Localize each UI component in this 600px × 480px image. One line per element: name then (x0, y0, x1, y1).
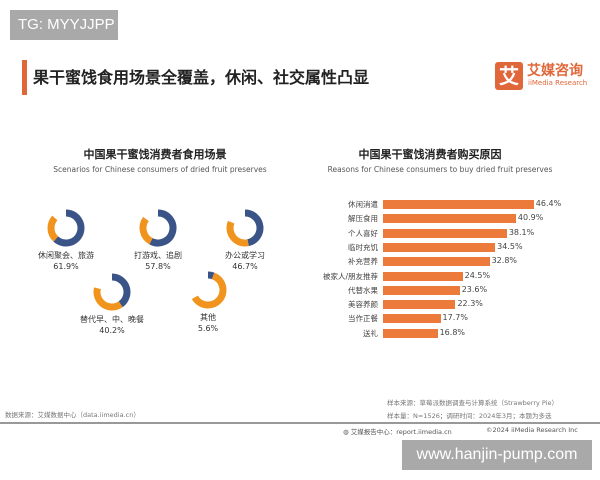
donut-category: 其他 (200, 313, 216, 322)
bar (383, 242, 496, 252)
donut-value-arc (111, 273, 131, 308)
donut-rest-arc (226, 220, 249, 247)
donut-value: 57.8% (145, 262, 171, 271)
bar-value: 22.3% (457, 299, 483, 309)
bar-category: 解压食用 (348, 214, 378, 224)
donut-category: 办公或学习 (225, 251, 265, 260)
report-center: ◍ 艾媒报告中心：report.iimedia.cn (343, 426, 452, 436)
watermark-tg: TG: MYYJJPP (10, 10, 118, 40)
bar-value: 23.6% (461, 284, 488, 294)
donut-rest-arc (93, 287, 123, 311)
donut-label: 打游戏、追剧 57.8% (113, 250, 203, 272)
donut-value: 5.6% (197, 324, 219, 333)
logo-subtext: iiMedia Research (528, 79, 588, 87)
donut-label: 其他 5.6% (163, 312, 253, 334)
bar (383, 328, 438, 338)
bar (383, 314, 441, 324)
donut-label: 办公或学习 46.7% (200, 250, 290, 272)
donut-chart-title: 中国果干蜜饯消费者食用场景 (83, 148, 227, 161)
donut-value-arc (244, 209, 264, 247)
data-source: 数据来源：艾媒数据中心（data.iimedia.cn） (5, 411, 140, 419)
bar-chart-subtitle: Reasons for Chinese consumers to buy dri… (327, 165, 553, 174)
bar-category: 个人喜好 (348, 228, 378, 238)
bar-value: 34.5% (497, 241, 523, 251)
footer-divider (0, 422, 600, 424)
bar (383, 214, 516, 224)
donut-value-arc (53, 209, 85, 247)
bar-value: 32.8% (491, 256, 518, 266)
bar (383, 228, 507, 238)
bar-category: 美容养颜 (348, 300, 378, 310)
watermark-site: www.hanjin-pump.com (402, 440, 592, 470)
donut-value: 46.7% (232, 262, 258, 271)
bar-category: 当作正餐 (348, 314, 378, 324)
bar (383, 200, 534, 209)
bar (383, 271, 463, 281)
bar-value: 40.9% (517, 213, 544, 223)
title-accent-bar (22, 60, 27, 95)
logo-text: 艾媒咨询 (527, 63, 583, 79)
donut-rest-arc (139, 216, 153, 245)
page-title: 果干蜜饯食用场景全覆盖，休闲、社交属性凸显 (33, 68, 370, 87)
bar (383, 300, 456, 310)
bar-chart-title: 中国果干蜜饯消费者购买原因 (358, 148, 502, 161)
bar-value: 24.5% (464, 270, 491, 280)
donut-value: 61.9% (53, 262, 79, 271)
bar-value: 38.1% (508, 227, 535, 237)
bar-value: 46.4% (535, 199, 562, 208)
bar-category: 送礼 (363, 328, 378, 338)
donut-chart (47, 209, 264, 311)
report-link[interactable]: 艾媒报告中心：report.iimedia.cn (350, 428, 452, 436)
donut-value: 40.2% (99, 326, 125, 335)
globe-icon: ◍ (343, 428, 351, 436)
logo-icon: 艾 (495, 62, 523, 90)
bar-value: 17.7% (442, 313, 468, 323)
donut-label: 休闲聚会、旅游 61.9% (21, 250, 111, 272)
bar (383, 285, 460, 295)
donut-rest-arc (47, 215, 59, 242)
sample-size: 样本量：N=1526；调研时间：2024年3月；本题为多选 (387, 412, 552, 420)
donut-rest-arc (191, 272, 227, 309)
sample-source: 样本来源：草莓派数据调查与计算系统（Strawberry Pie） (387, 399, 558, 407)
donut-category: 打游戏、追剧 (134, 251, 182, 260)
donut-value-arc (149, 209, 177, 247)
donut-label: 替代早、中、晚餐 40.2% (67, 314, 157, 336)
copyright: ©2024 iiMedia Research Inc (486, 426, 578, 434)
donut-category: 替代早、中、晚餐 (80, 315, 144, 324)
donut-chart-subtitle: Scenarios for Chinese consumers of dried… (53, 165, 267, 174)
donut-category: 休闲聚会、旅游 (38, 251, 94, 260)
bar-category: 代替水果 (348, 285, 378, 295)
bar-value: 16.8% (439, 327, 466, 337)
bar-category: 休闲消遣 (348, 200, 378, 209)
bar-category: 补充营养 (348, 257, 378, 267)
bar-category: 临时充饥 (348, 242, 378, 252)
bar-category: 被家人/朋友推荐 (322, 271, 378, 281)
bar (383, 257, 490, 267)
donut-value-arc (207, 271, 215, 280)
